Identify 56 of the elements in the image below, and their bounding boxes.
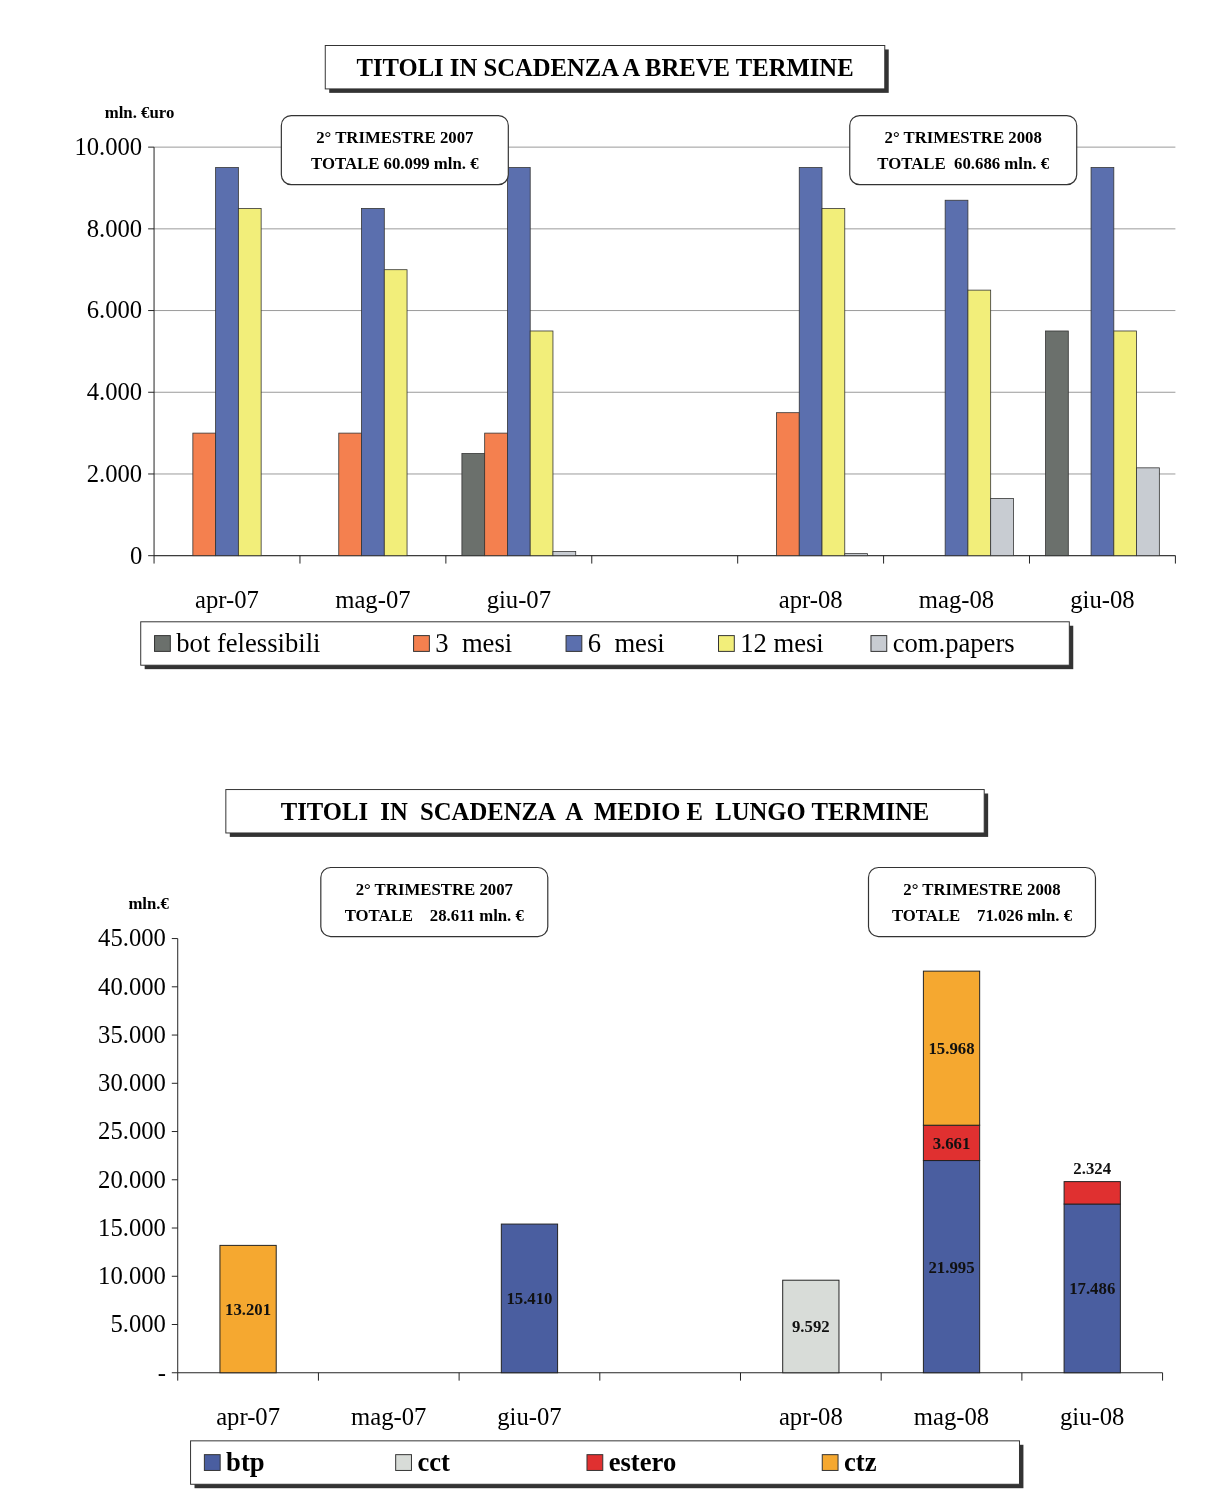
x-tick-label: giu-07	[486, 585, 551, 613]
y-tick-label: 15.000	[98, 1213, 166, 1241]
legend-label: bot felessibili	[176, 628, 321, 659]
y-tick-label: 4.000	[86, 378, 143, 406]
y-tick-label: 10.000	[98, 1262, 166, 1290]
x-tick-label: giu-08	[1060, 1403, 1125, 1431]
x-tick-label: apr-07	[195, 585, 259, 613]
x-tick-label: mag-07	[351, 1403, 427, 1431]
x-tick-label: giu-08	[1070, 585, 1135, 613]
y-tick-label: 35.000	[98, 1020, 166, 1048]
note-box: 2° TRIMESTRE 2008 TOTALE 60.686 mln. €	[849, 114, 1078, 186]
note-box: 2° TRIMESTRE 2007 TOTALE 60.099 mln. €	[280, 114, 509, 186]
y-tick-label: 25.000	[98, 1117, 166, 1145]
note-box: 2° TRIMESTRE 2008 TOTALE 71.026 mln. €	[867, 866, 1097, 938]
x-tick-label: mag-08	[913, 1403, 990, 1431]
legend-label: 3 mesi	[435, 628, 513, 659]
legend-label: cct	[417, 1447, 451, 1478]
y-tick-label: 40.000	[98, 972, 166, 1000]
legend-label: ctz	[843, 1447, 877, 1478]
data-label: 3.661	[932, 1133, 971, 1153]
data-label: 17.486	[1069, 1279, 1116, 1299]
legend-label: estero	[608, 1447, 677, 1478]
data-label: 13.201	[225, 1299, 272, 1319]
chart-title: TITOLI IN SCADENZA A MEDIO E LUNGO TERMINE	[280, 798, 930, 826]
data-label: 21.995	[928, 1257, 975, 1277]
x-tick-label: apr-07	[216, 1403, 281, 1431]
y-tick-label: 45.000	[98, 924, 166, 952]
chart-title: TITOLI IN SCADENZA A BREVE TERMINE	[356, 54, 854, 82]
note-box: 2° TRIMESTRE 2007 TOTALE 28.611 mln. €	[320, 866, 549, 938]
legend-label: btp	[226, 1447, 265, 1478]
legend-label: 12 mesi	[740, 628, 824, 659]
x-tick-label: apr-08	[778, 585, 843, 613]
legend-label: com.papers	[892, 628, 1015, 659]
x-tick-label: mag-08	[918, 585, 995, 613]
y-tick-label: 6.000	[86, 296, 143, 324]
y-axis-title: mln. €uro	[104, 102, 175, 122]
y-tick-label: 10.000	[74, 133, 143, 161]
y-tick-label: 5.000	[110, 1310, 166, 1338]
data-label: 15.968	[928, 1039, 975, 1059]
annotation: 2° TRIMESTRE 2008 TOTALE 60.686 mln. €	[877, 128, 1050, 173]
data-label: 2.324	[1073, 1158, 1112, 1178]
y-tick-label: 30.000	[98, 1069, 166, 1097]
y-axis-title: mln.€	[128, 893, 170, 913]
legend-label: 6 mesi	[587, 628, 665, 659]
x-tick-label: giu-07	[497, 1403, 562, 1431]
y-tick-label: -	[157, 1358, 166, 1386]
data-label: 9.592	[791, 1317, 830, 1337]
y-tick-label: 0	[129, 541, 143, 569]
data-label: 15.410	[506, 1289, 553, 1309]
y-tick-label: 2.000	[86, 459, 143, 487]
annotation: 2° TRIMESTRE 2007 TOTALE 60.099 mln. €	[311, 128, 480, 173]
bar	[1045, 330, 1069, 557]
x-tick-label: apr-08	[778, 1403, 843, 1431]
y-tick-label: 20.000	[98, 1165, 166, 1193]
y-tick-label: 8.000	[86, 214, 143, 242]
x-tick-label: mag-07	[335, 585, 411, 613]
